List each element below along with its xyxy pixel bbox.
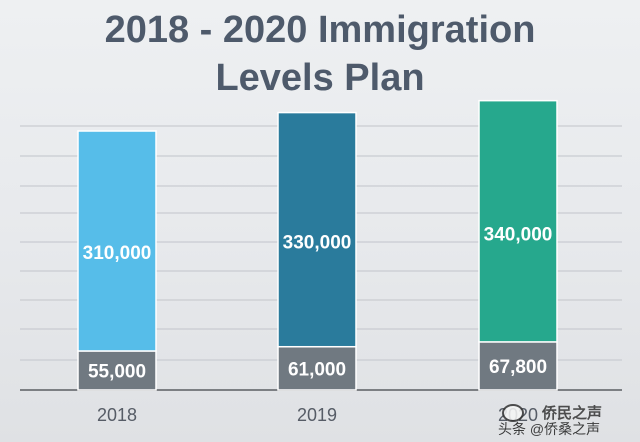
x-tick-label-2018: 2018: [97, 405, 137, 425]
watermark-logo-icon: [502, 404, 524, 422]
bar-segment-main-2018: [77, 130, 157, 352]
data-label-base-2019: 61,000: [288, 359, 346, 380]
data-label-base-2018: 55,000: [88, 361, 146, 382]
data-labels: 55,000 310,000 61,000 330,000 67,800 340,000: [83, 224, 553, 382]
bar-segment-base-2020: [478, 341, 558, 391]
data-label-base-2020: 67,800: [489, 357, 547, 378]
bar-segment-main-2019: [277, 111, 357, 348]
bar-segment-base-2019: [277, 345, 357, 391]
bar-segment-main-2020: [478, 99, 558, 343]
chart-title-line-1: 2018 - 2020 Immigration: [104, 9, 536, 51]
chart-title: 2018 - 2020 Immigration Levels Plan: [0, 6, 640, 102]
watermark: 侨民之声 头条 @侨桑之声: [498, 402, 638, 437]
chart-title-line-2: Levels Plan: [215, 57, 425, 99]
x-axis-tick-labels: 201820192020: [97, 405, 538, 425]
data-label-main-2019: 330,000: [283, 232, 352, 253]
watermark-name: 侨民之声: [542, 405, 603, 422]
watermark-handle: 头条 @侨桑之声: [498, 421, 601, 437]
data-label-main-2018: 310,000: [83, 243, 152, 264]
bar-segment-base-2018: [77, 350, 157, 391]
bars: [77, 99, 558, 391]
data-label-main-2020: 340,000: [484, 224, 553, 245]
x-tick-label-2019: 2019: [297, 405, 337, 425]
